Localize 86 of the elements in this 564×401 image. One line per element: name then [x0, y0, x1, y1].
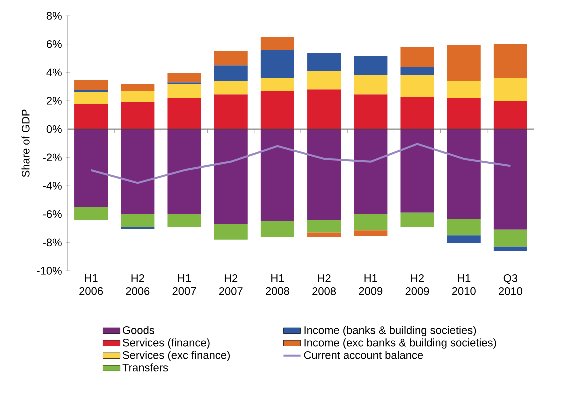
legend-label: Goods	[123, 326, 154, 334]
bar	[214, 81, 248, 95]
bar	[354, 214, 388, 231]
x-tick-label: H1 2007	[172, 274, 196, 296]
bar	[447, 81, 481, 98]
y-tick-label: 8%	[46, 12, 62, 20]
bar	[400, 47, 434, 67]
bar	[74, 80, 108, 90]
bar	[494, 246, 528, 252]
y-tick-label: -4%	[43, 182, 62, 190]
bar	[121, 214, 155, 228]
bar	[447, 129, 481, 220]
bar	[308, 220, 342, 233]
y-tick-label: -6%	[43, 210, 62, 218]
y-tick-label: 2%	[46, 97, 62, 105]
bar	[74, 104, 108, 130]
y-tick-label: -2%	[43, 154, 62, 162]
bar	[494, 129, 528, 230]
bar	[447, 236, 481, 244]
bar	[447, 219, 481, 236]
legend-label: Services (finance)	[123, 338, 210, 349]
legend-label: Income (banks & building societies)	[304, 326, 476, 336]
bar	[400, 129, 434, 213]
bar	[121, 91, 155, 102]
bar	[447, 98, 481, 130]
bar	[354, 56, 388, 76]
x-tick-label: H1 2010	[452, 274, 476, 296]
bar	[308, 54, 342, 72]
bar	[214, 94, 248, 130]
bar	[214, 129, 248, 224]
x-tick-label: H2 2007	[219, 274, 243, 296]
bar	[400, 66, 434, 76]
bar	[447, 45, 481, 82]
bar	[354, 75, 388, 95]
bar	[400, 212, 434, 228]
bar	[214, 51, 248, 66]
legend-label: Transfers	[122, 364, 168, 372]
bar	[168, 98, 202, 130]
legend-label: Income (exc banks & building societies)	[304, 338, 496, 349]
bar	[260, 78, 294, 92]
x-tick-label: H1 2008	[266, 274, 290, 296]
bar	[121, 102, 155, 130]
bar	[214, 66, 248, 82]
bar	[260, 50, 294, 78]
x-tick-label: H2 2009	[406, 274, 430, 296]
bar	[168, 129, 202, 214]
bar	[308, 71, 342, 90]
y-axis-title: Share of GDP	[22, 110, 30, 178]
x-tick-label: H2 2006	[126, 274, 150, 296]
bar	[354, 129, 388, 214]
bar	[494, 78, 528, 101]
y-tick-label: 6%	[47, 40, 62, 48]
bar	[260, 91, 294, 130]
bar	[494, 230, 528, 247]
bar	[260, 221, 294, 237]
y-tick-label: 0%	[46, 125, 62, 134]
legend-label: Current account balance	[304, 351, 424, 360]
bar	[308, 90, 342, 130]
bar	[308, 232, 342, 237]
x-tick-label: H1 2006	[80, 274, 104, 296]
bar	[121, 84, 155, 92]
bar	[168, 84, 202, 98]
bar	[354, 230, 388, 236]
bar	[168, 214, 202, 228]
bar	[354, 94, 388, 130]
bar	[260, 37, 294, 50]
y-tick-label: -10%	[37, 267, 62, 275]
bar	[400, 75, 434, 98]
x-tick-label: H1 2009	[359, 274, 383, 296]
y-tick-label: 4%	[46, 68, 62, 77]
bar	[260, 129, 294, 222]
legend-label: Services (exc finance)	[123, 351, 230, 362]
line-series	[90, 143, 512, 184]
bar	[400, 97, 434, 130]
bar	[308, 129, 342, 220]
bar	[74, 207, 108, 220]
x-tick-label: Q3 2010	[499, 274, 522, 296]
x-tick-label: H2 2008	[312, 274, 336, 296]
bar	[121, 129, 155, 214]
bar	[168, 73, 202, 83]
bar	[494, 44, 528, 78]
bar	[74, 129, 108, 208]
bar	[214, 224, 248, 240]
bar	[494, 101, 528, 130]
bar	[74, 92, 108, 105]
y-tick-label: -8%	[43, 238, 62, 247]
